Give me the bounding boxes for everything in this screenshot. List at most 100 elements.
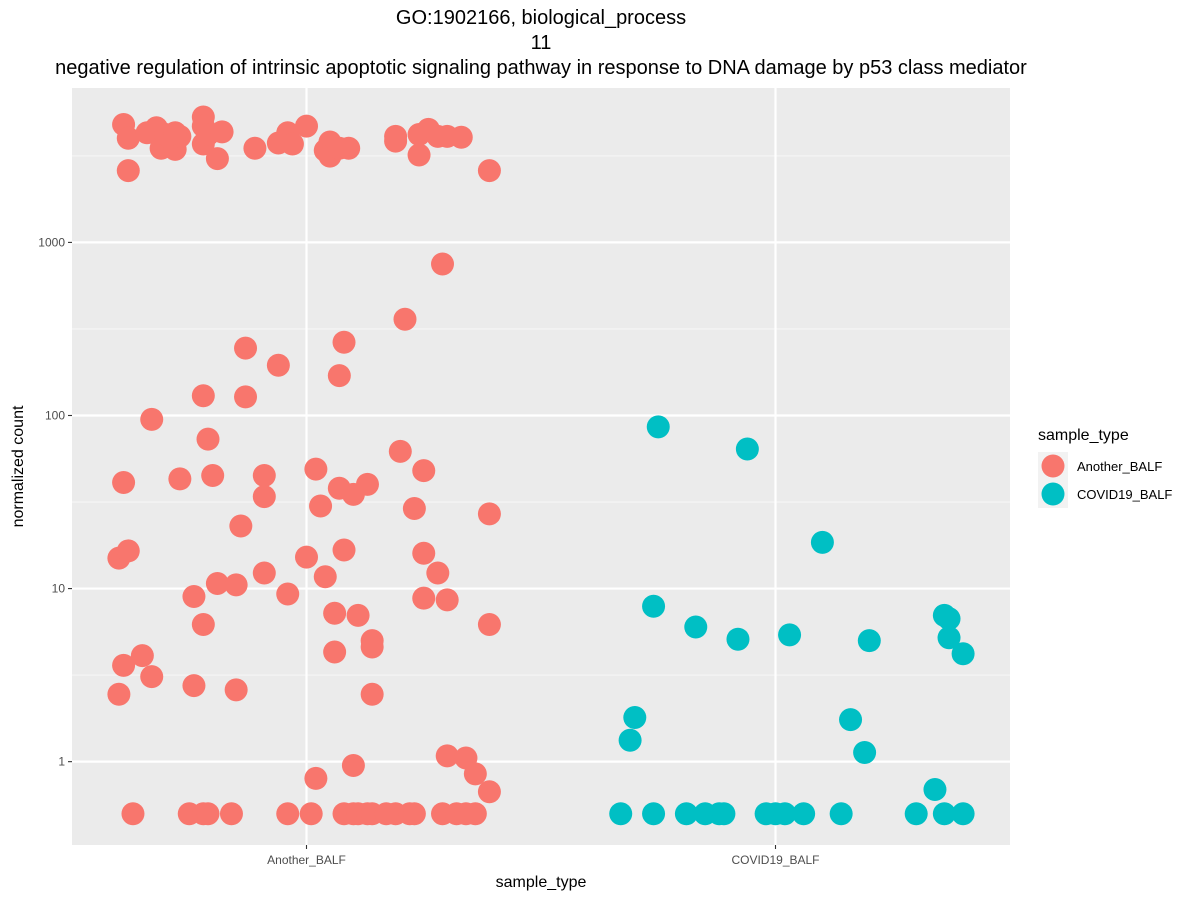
legend-label: COVID19_BALF (1077, 487, 1172, 502)
data-point (252, 561, 276, 585)
data-point (778, 623, 802, 647)
data-point (435, 588, 459, 612)
data-point (323, 601, 347, 625)
data-point (205, 147, 229, 171)
data-point (923, 778, 947, 802)
data-point (121, 802, 145, 826)
data-point (853, 740, 877, 764)
data-point (726, 627, 750, 651)
data-point (252, 464, 276, 488)
data-point (463, 802, 487, 826)
data-point (332, 538, 356, 562)
data-point (323, 640, 347, 664)
data-point (276, 802, 300, 826)
data-point (360, 635, 384, 659)
data-point (435, 744, 459, 768)
data-point (712, 802, 736, 826)
data-point (951, 802, 975, 826)
data-point (735, 437, 759, 461)
data-point (792, 802, 816, 826)
title-line-go-id: GO:1902166, biological_process (396, 7, 686, 29)
data-point (210, 120, 234, 144)
data-point (904, 802, 928, 826)
data-point (642, 594, 666, 618)
y-tick-label: 100 (45, 408, 65, 422)
data-point (431, 252, 455, 276)
y-tick-label: 1000 (38, 235, 65, 249)
data-point (932, 802, 956, 826)
y-axis: 1 10 100 1000 (38, 235, 72, 769)
x-tick-label: Another_BALF (267, 853, 346, 867)
data-point (224, 678, 248, 702)
data-point (112, 471, 136, 495)
data-point (477, 159, 501, 183)
data-point (477, 613, 501, 637)
data-point (266, 353, 290, 377)
data-point (477, 780, 501, 804)
data-point (163, 121, 187, 145)
data-point (646, 415, 670, 439)
data-point (313, 565, 337, 589)
data-point (196, 427, 220, 451)
chart-title: GO:1902166, biological_process 11 negati… (55, 7, 1027, 79)
data-point (609, 802, 633, 826)
data-point (107, 682, 131, 706)
data-point (276, 582, 300, 606)
data-point (252, 485, 276, 509)
data-point (224, 573, 248, 597)
data-point (196, 802, 220, 826)
x-tick-label: COVID19_BALF (731, 853, 819, 867)
data-point (642, 802, 666, 826)
data-point (623, 705, 647, 729)
data-point (168, 467, 192, 491)
legend: sample_type Another_BALF COVID19_BALF (1038, 427, 1172, 508)
data-point (234, 336, 258, 360)
data-point (360, 682, 384, 706)
data-point (295, 545, 318, 569)
data-point (304, 766, 328, 790)
data-point (337, 136, 361, 160)
title-line-count: 11 (531, 32, 552, 54)
data-point (829, 802, 853, 826)
data-point (839, 708, 863, 732)
data-point (937, 626, 961, 650)
data-point (407, 143, 431, 167)
data-point (327, 364, 351, 388)
data-point (295, 114, 318, 138)
title-line-description: negative regulation of intrinsic apoptot… (55, 57, 1027, 79)
data-point (412, 459, 436, 483)
y-axis-title: normalized count (10, 405, 27, 527)
data-point (477, 502, 501, 526)
data-point (341, 754, 365, 778)
data-point (304, 457, 328, 481)
data-point (116, 539, 140, 563)
data-point (412, 541, 436, 565)
x-axis: Another_BALF COVID19_BALF (267, 845, 820, 867)
data-point (618, 728, 642, 752)
y-tick-label: 10 (52, 582, 66, 596)
data-point (116, 126, 140, 150)
data-point (332, 330, 356, 354)
legend-symbol (1041, 454, 1065, 478)
x-axis-title: sample_type (496, 874, 587, 891)
data-point (182, 584, 206, 608)
data-point (393, 307, 417, 331)
data-point (219, 802, 243, 826)
data-point (140, 407, 164, 431)
data-point (112, 653, 136, 677)
data-point (201, 464, 225, 488)
data-point (116, 159, 140, 183)
data-point (773, 802, 797, 826)
data-point (191, 384, 215, 408)
data-point (130, 644, 154, 668)
data-point (937, 607, 961, 631)
legend-symbol (1041, 482, 1065, 506)
major-gridlines (72, 88, 1010, 845)
data-point (412, 586, 436, 610)
data-point (234, 385, 258, 409)
data-point (684, 615, 708, 639)
data-point (810, 530, 834, 554)
data-point (205, 571, 229, 595)
data-point (140, 665, 164, 689)
